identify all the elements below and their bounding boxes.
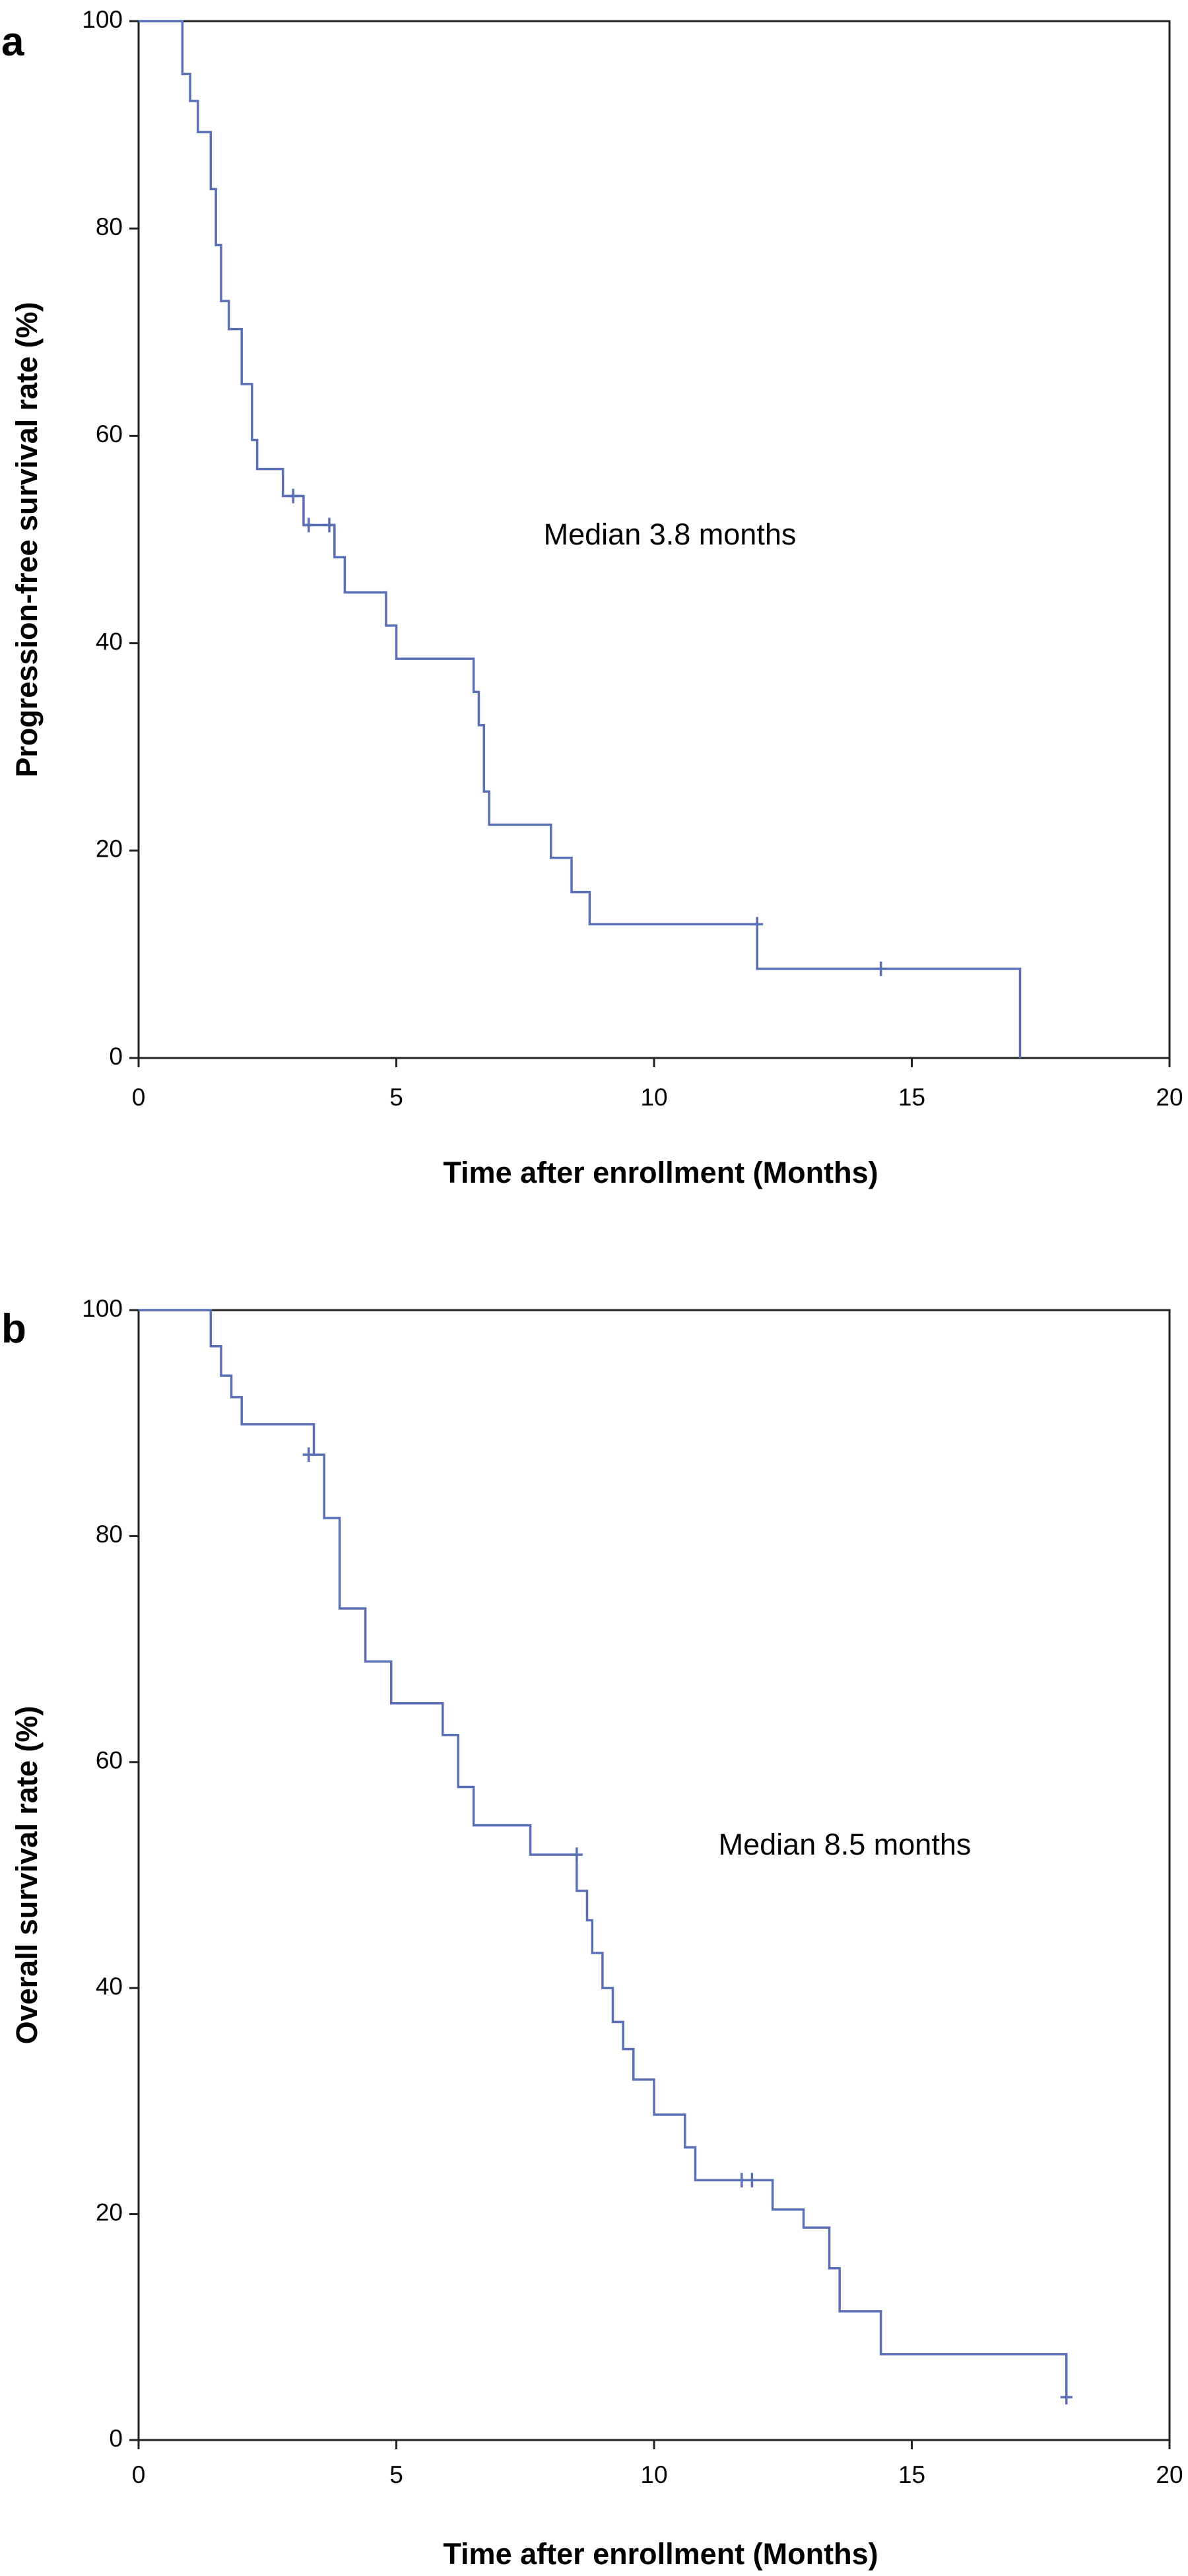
x-tick-label: 10 (640, 2461, 667, 2488)
y-axis-title: Overall survival rate (%) (10, 1706, 44, 2045)
y-tick-label: 0 (109, 2425, 123, 2452)
panel-a-pfs-chart: a 0 20 40 60 80 100 0 5 10 15 20 Time after enrollme… (1, 6, 1183, 1189)
x-axis-title: Time after enrollment (Months) (443, 2537, 878, 2571)
x-tick-label: 20 (1156, 2461, 1183, 2488)
censor-mark (287, 488, 300, 504)
y-tick-label: 60 (96, 420, 123, 447)
y-tick-label: 60 (96, 1747, 123, 1774)
y-tick-label: 40 (96, 628, 123, 655)
panel-letter: a (1, 19, 24, 65)
x-tick-label: 0 (132, 2461, 146, 2488)
median-annotation: Median 8.5 months (719, 1828, 972, 1861)
censor-mark (1060, 2389, 1072, 2404)
censor-mark (874, 961, 887, 976)
x-tick-label: 10 (640, 1084, 667, 1111)
plot-frame (137, 1309, 1171, 2441)
panel-b-os-chart: b 0 20 40 60 80 100 0 5 10 15 20 Time after enrollme… (1, 1295, 1183, 2571)
y-tick-label: 0 (109, 1043, 123, 1070)
panel-letter: b (1, 1306, 26, 1352)
x-tick-label: 15 (898, 1084, 925, 1111)
censor-mark (570, 1847, 583, 1863)
censor-mark (751, 917, 764, 932)
x-tick-label: 20 (1156, 1084, 1183, 1111)
censor-mark (302, 517, 315, 533)
censor-mark (323, 517, 335, 533)
censor-mark (735, 2173, 748, 2188)
censor-mark (746, 2173, 758, 2188)
survival-step-curve (139, 1309, 1068, 2397)
x-tick-label: 5 (389, 1084, 403, 1111)
censor-mark (302, 1447, 315, 1463)
x-axis-title: Time after enrollment (Months) (443, 1156, 878, 1189)
y-tick-label: 80 (96, 1521, 123, 1548)
y-tick-label: 100 (82, 1295, 123, 1322)
y-tick-label: 100 (82, 6, 123, 33)
x-tick-label: 0 (132, 1084, 146, 1111)
y-tick-label: 80 (96, 213, 123, 240)
x-tick-label: 5 (389, 2461, 403, 2488)
x-tick-label: 15 (898, 2461, 925, 2488)
median-annotation: Median 3.8 months (544, 517, 797, 551)
y-tick-label: 20 (96, 2198, 123, 2226)
y-tick-label: 20 (96, 836, 123, 863)
y-axis-title: Progression-free survival rate (%) (10, 302, 44, 777)
y-tick-label: 40 (96, 1973, 123, 2000)
